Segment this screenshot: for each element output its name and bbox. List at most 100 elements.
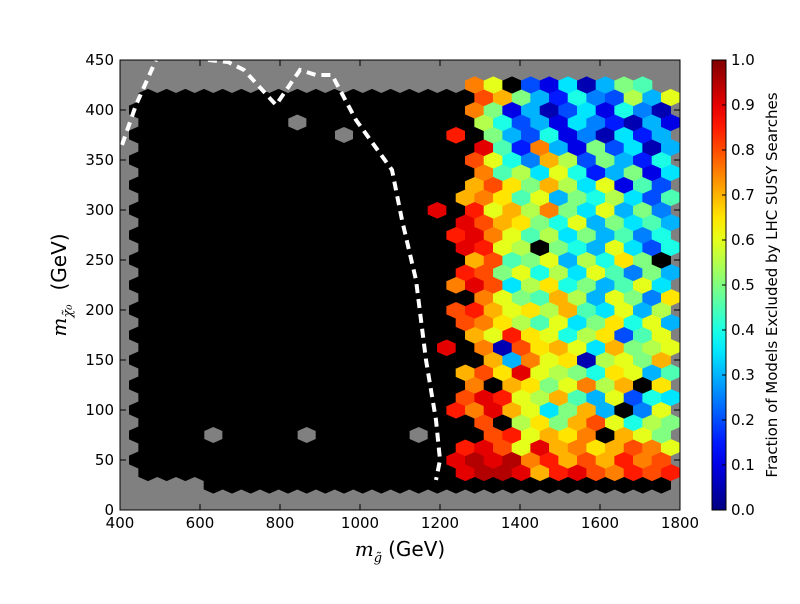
hex-cell	[427, 101, 447, 119]
hex-cell	[493, 388, 513, 407]
hex-cell	[493, 263, 513, 282]
hex-cell	[614, 326, 634, 344]
hex-cell	[343, 413, 363, 432]
hex-cell	[502, 326, 522, 344]
hex-cell	[157, 313, 177, 332]
hex-cell	[129, 351, 149, 369]
hex-cell	[203, 151, 223, 169]
hex-cell	[511, 138, 531, 157]
hex-cell	[633, 401, 653, 419]
hex-cell	[418, 313, 438, 332]
hex-cell	[567, 113, 587, 132]
hex-cell	[194, 263, 214, 282]
hex-cell	[269, 238, 289, 257]
hex-cell	[381, 188, 401, 207]
hex-cell	[558, 226, 578, 244]
hex-cell	[530, 138, 550, 157]
hex-cell	[633, 251, 653, 269]
hex-cell	[539, 226, 559, 244]
hex-cell	[614, 101, 634, 119]
hex-cell	[642, 113, 662, 132]
hex-cell	[353, 401, 373, 419]
hex-cell	[390, 426, 410, 444]
hex-cell	[203, 401, 223, 419]
hex-cell	[306, 113, 326, 132]
hex-cell	[147, 151, 167, 169]
hex-cell	[409, 251, 429, 269]
hex-cell	[278, 101, 298, 119]
hex-cell	[483, 151, 503, 169]
hex-cell	[437, 113, 457, 132]
hex-cell	[343, 138, 363, 157]
hex-cell	[577, 351, 597, 369]
hex-cell	[567, 263, 587, 282]
hex-cell	[651, 401, 671, 419]
hex-cell	[642, 338, 662, 357]
hex-cell	[558, 101, 578, 119]
hex-cell	[539, 126, 559, 144]
hex-cell	[483, 76, 503, 94]
hex-cell	[483, 351, 503, 369]
hex-cell	[493, 338, 513, 357]
hex-cell	[558, 151, 578, 169]
hex-cell	[493, 163, 513, 182]
hex-cell	[362, 188, 382, 207]
hex-cell	[642, 313, 662, 332]
hex-cell	[371, 251, 391, 269]
hex-cell	[446, 201, 466, 219]
hex-cell	[595, 101, 615, 119]
colorbar-tick-label: 0.1	[731, 456, 755, 474]
hex-cell	[362, 238, 382, 257]
hex-cell	[399, 288, 419, 307]
hex-cell	[129, 226, 149, 244]
hex-cell	[213, 413, 233, 432]
hex-cell	[483, 476, 503, 494]
hex-cell	[399, 463, 419, 482]
hex-cell	[185, 426, 205, 444]
hex-cell	[306, 363, 326, 382]
hex-cell	[157, 413, 177, 432]
hex-cell	[213, 338, 233, 357]
y-tick-label: 300	[85, 201, 114, 219]
hex-cell	[642, 238, 662, 257]
colorbar-tick-label: 0.4	[731, 321, 755, 339]
hex-cell	[259, 401, 279, 419]
hex-cell	[353, 151, 373, 169]
hex-cell	[390, 276, 410, 294]
hex-cell	[287, 238, 307, 257]
hex-cell	[259, 451, 279, 469]
hex-cell	[231, 388, 251, 407]
hex-cell	[390, 401, 410, 419]
hex-cell	[325, 213, 345, 232]
hex-cell	[549, 413, 569, 432]
hex-cell	[651, 201, 671, 219]
hex-cell	[474, 463, 494, 482]
hex-cell	[343, 113, 363, 132]
hex-cell	[418, 113, 438, 132]
hex-cell	[427, 251, 447, 269]
colorbar-label: Fraction of Models Excluded by LHC SUSY …	[763, 92, 781, 477]
hex-cell	[595, 401, 615, 419]
hex-cell	[334, 476, 354, 494]
hex-cell	[241, 376, 261, 394]
hex-cell	[250, 88, 270, 107]
hex-cell	[157, 288, 177, 307]
hex-cell	[502, 76, 522, 94]
colorbar-tick-label: 0.3	[731, 366, 755, 384]
hex-cell	[623, 163, 643, 182]
hex-cell	[567, 213, 587, 232]
hex-cell	[642, 263, 662, 282]
hex-cell	[511, 163, 531, 182]
hex-cell	[390, 301, 410, 319]
hex-cell	[549, 313, 569, 332]
hex-cell	[530, 413, 550, 432]
hex-cell	[381, 238, 401, 257]
hex-cell	[614, 351, 634, 369]
hex-cell	[399, 438, 419, 457]
hex-cell	[558, 176, 578, 194]
hex-cell	[362, 313, 382, 332]
hex-cell	[194, 363, 214, 382]
hex-cell	[521, 401, 541, 419]
hex-cell	[315, 126, 335, 144]
hex-cell	[521, 426, 541, 444]
